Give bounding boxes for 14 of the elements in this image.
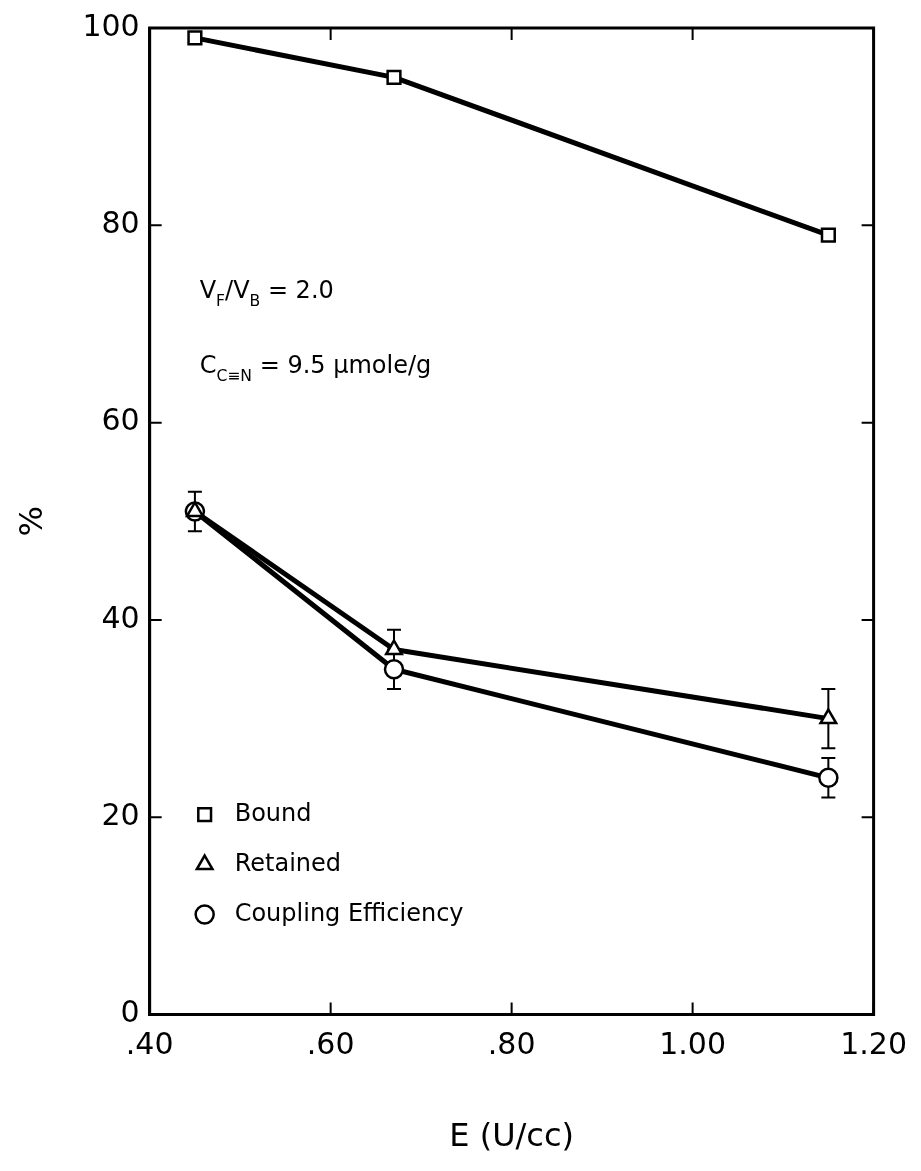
- x-tick-label: .80: [487, 1026, 536, 1062]
- x-tick-label: 1.20: [840, 1026, 907, 1062]
- x-tick-label: 1.00: [659, 1026, 727, 1062]
- legend-label: Retained: [234, 848, 342, 877]
- y-tick-label: 60: [101, 402, 140, 438]
- y-tick-label: 80: [101, 205, 140, 241]
- y-axis-title: %: [11, 506, 50, 537]
- legend-label: Coupling Efficiency: [234, 898, 464, 927]
- y-tick-label: 20: [101, 797, 140, 833]
- legend-label: Bound: [234, 798, 312, 827]
- y-tick-label: 40: [101, 599, 140, 635]
- x-axis-title: E (U/cc): [449, 1116, 575, 1155]
- x-tick-label: .60: [306, 1026, 355, 1062]
- y-tick-label: 100: [82, 7, 140, 43]
